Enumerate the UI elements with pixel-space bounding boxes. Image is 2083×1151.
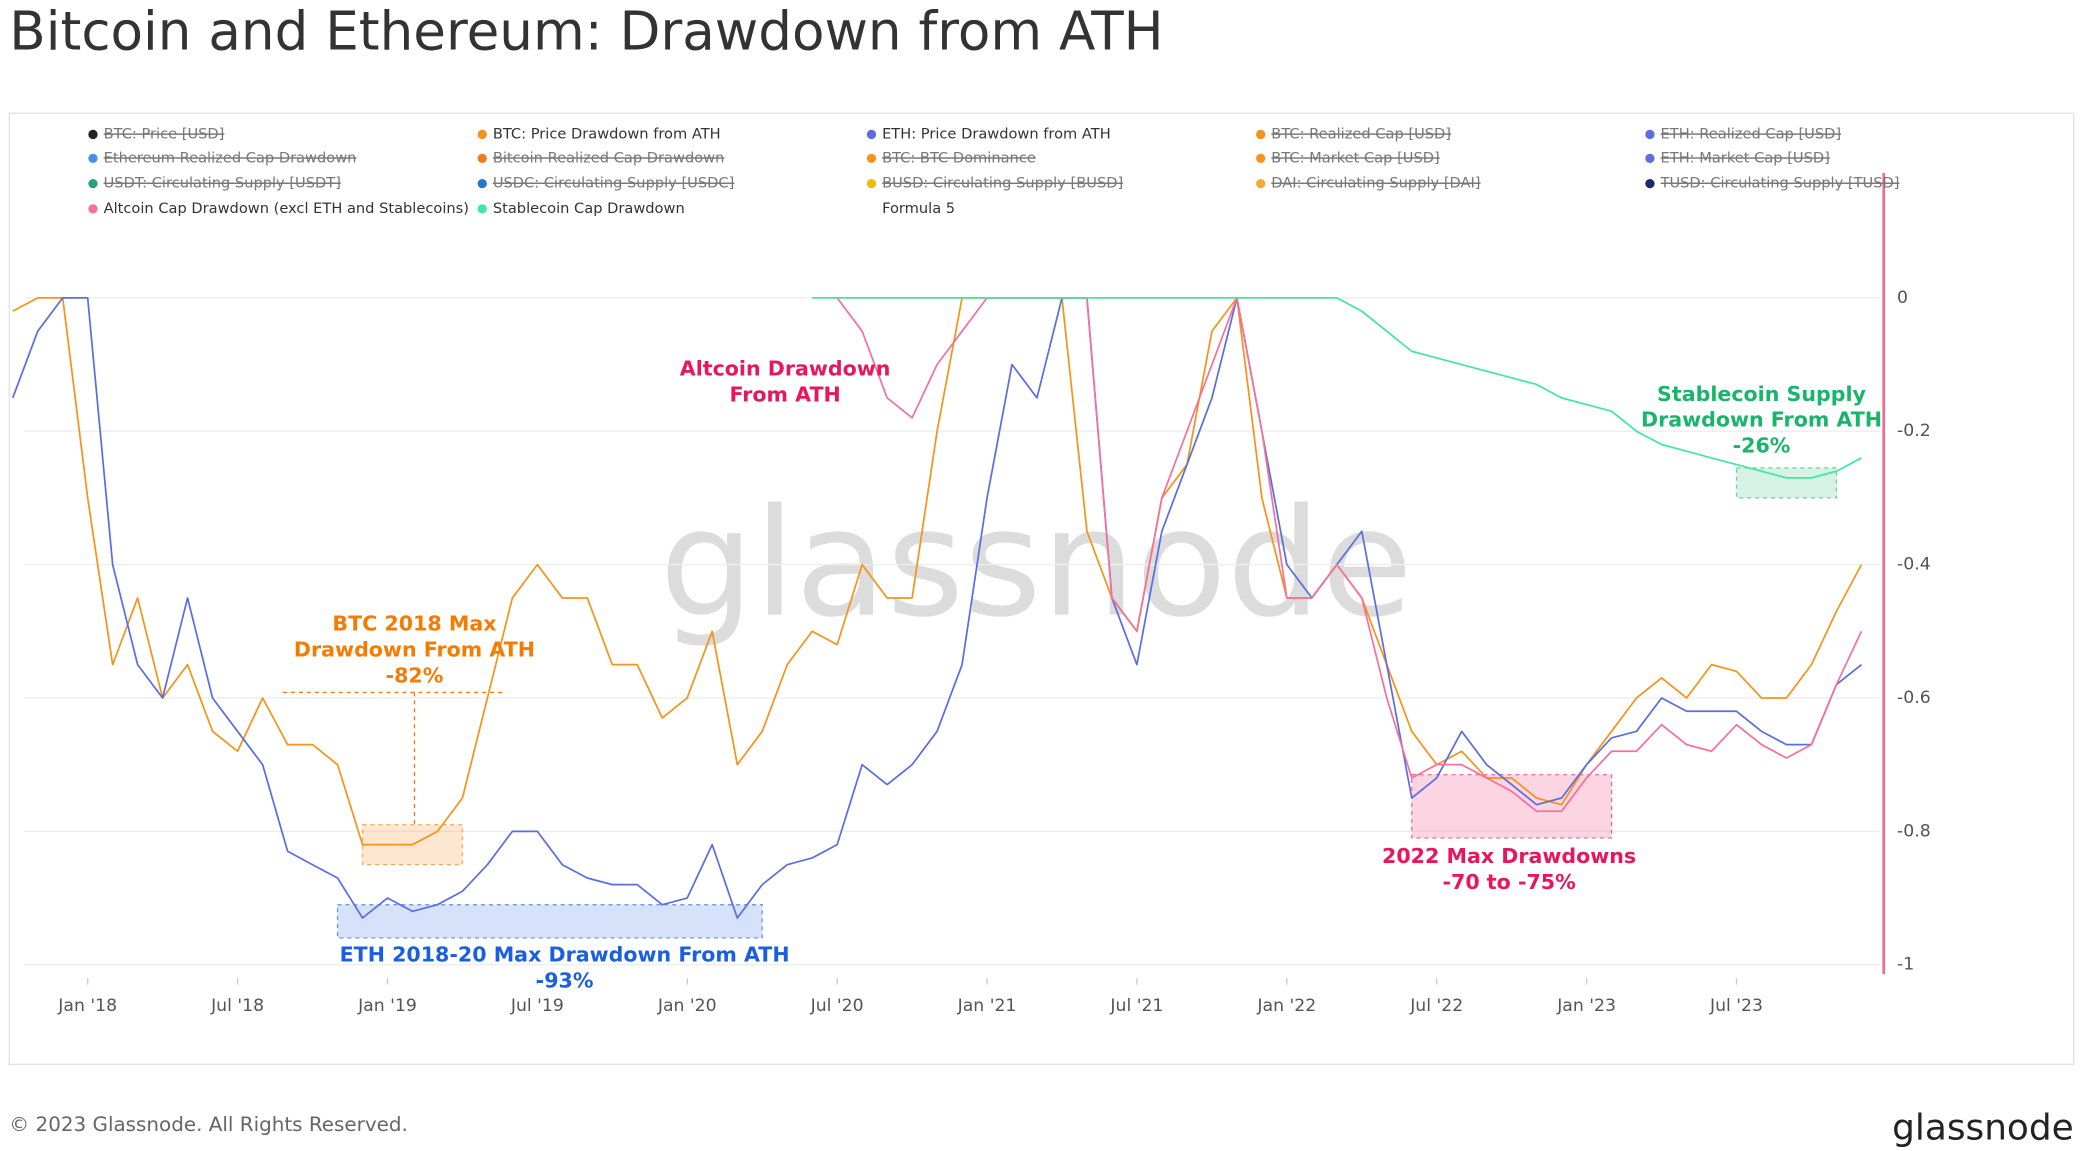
legend-marker [866,178,877,189]
annotation-text: -26% [1733,434,1791,458]
x-tick-label: Jan '18 [57,996,117,1016]
legend-label[interactable]: Bitcoin Realized Cap Drawdown [493,149,725,166]
legend-label[interactable]: BTC: BTC Dominance [882,149,1036,166]
legend-label[interactable]: ETH: Price Drawdown from ATH [882,125,1111,142]
chart-title: Bitcoin and Ethereum: Drawdown from ATH [9,0,1163,62]
legend-marker [1645,129,1655,140]
y-tick-label: 0 [1897,288,1908,308]
series-line [812,296,1862,479]
legend-marker [477,178,487,189]
x-tick-label: Jul '19 [510,996,564,1016]
legend-label[interactable]: TUSD: Circulating Supply [TUSD] [1660,175,1900,192]
legend-marker [88,153,98,164]
legend-label[interactable]: DAI: Circulating Supply [DAI] [1271,175,1480,192]
x-tick-label: Jul '21 [1109,996,1163,1016]
legend-label[interactable]: BTC: Market Cap [USD] [1271,149,1439,166]
annotation-text: Drawdown From ATH [1641,408,1882,432]
y-tick-label: -0.2 [1897,421,1931,441]
annotation-box [1735,467,1838,499]
x-tick-label: Jan '22 [1256,996,1316,1016]
y-tick-label: -0.6 [1897,688,1931,708]
legend-label[interactable]: USDC: Circulating Supply [USDC] [493,175,734,192]
legend-label[interactable]: Altcoin Cap Drawdown (excl ETH and Stabl… [104,200,469,217]
legend-label[interactable]: Stablecoin Cap Drawdown [493,200,685,217]
annotation-text: Stablecoin Supply [1657,382,1866,406]
labels: 0 -0.2 -0.4 -0.6 -0.8 -1 Jan '18 Jul '18 Jan '19… [57,125,1930,1015]
y-tick-label: -0.4 [1897,555,1931,575]
legend-marker [1645,178,1655,189]
y-tick-label: -1 [1897,955,1914,975]
grid [23,297,1880,966]
legend-marker [477,153,487,164]
annotation-text: Altcoin Drawdown [680,357,891,381]
annotation-box [336,904,763,939]
annotation-text: -93% [536,968,594,992]
legend-label[interactable]: USDT: Circulating Supply [USDT] [104,175,341,192]
legend-marker [477,129,487,140]
legend-marker [866,153,877,164]
logo: glassnode [1892,1107,2074,1148]
legend-marker [477,204,487,214]
annotation-text: -82% [386,663,444,687]
x-tick-label: Jul '23 [1709,996,1763,1016]
legend-marker [88,129,98,140]
annotation-text: 2022 Max Drawdowns [1382,844,1636,868]
legend-label[interactable]: ETH: Market Cap [USD] [1661,149,1830,166]
series-line [12,296,1863,846]
legend-marker [1256,153,1266,164]
legend-marker [1256,178,1266,189]
annotation-text: -70 to -75% [1442,870,1575,894]
x-tick-label: Jan '23 [1556,996,1616,1016]
legend-label[interactable]: Ethereum Realized Cap Drawdown [104,149,357,166]
legend-label[interactable]: BTC: Realized Cap [USD] [1271,125,1451,142]
annotation-text: BTC 2018 Max [332,612,496,636]
legend-marker [88,204,98,214]
legend-marker [1256,129,1266,140]
legend-marker [88,178,98,189]
annotation-text: ETH 2018-20 Max Drawdown From ATH [340,942,790,966]
x-tick-label: Jul '20 [810,996,864,1016]
y-tick-label: -0.8 [1897,821,1931,841]
x-tick-label: Jul '22 [1409,996,1463,1016]
legend-label[interactable]: ETH: Realized Cap [USD] [1661,125,1842,142]
legend-label[interactable]: Formula 5 [882,200,955,217]
series-lines [11,296,1863,919]
legend-label[interactable]: BTC: Price Drawdown from ATH [493,125,721,142]
annotation-text: From ATH [730,382,841,406]
x-tick-label: Jan '19 [357,996,417,1016]
legend-label[interactable]: BTC: Price [USD] [104,125,225,142]
legend-label[interactable]: BUSD: Circulating Supply [BUSD] [882,175,1123,192]
x-tick-label: Jul '18 [210,996,264,1016]
x-tick-label: Jan '21 [957,996,1017,1016]
legend-marker [1645,153,1655,164]
legend-marker [866,129,877,140]
series-line [11,296,1862,919]
x-tick-label: Jan '20 [657,996,717,1016]
footer: © 2023 Glassnode. All Rights Reserved. [9,1113,408,1136]
annotation-text: Drawdown From ATH [294,638,535,662]
chart-frame [8,112,2075,1066]
